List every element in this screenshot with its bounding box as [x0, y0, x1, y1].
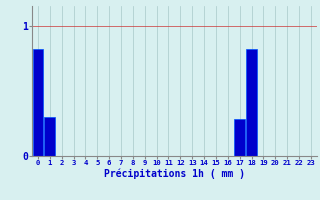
Bar [234, 119, 245, 156]
Bar [33, 49, 43, 156]
Bar [246, 49, 257, 156]
X-axis label: Précipitations 1h ( mm ): Précipitations 1h ( mm ) [104, 169, 245, 179]
Bar [44, 117, 55, 156]
